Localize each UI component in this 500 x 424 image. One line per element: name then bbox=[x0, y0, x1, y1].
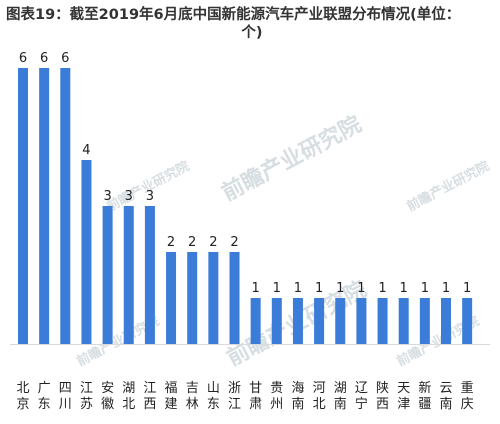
category-label: 辽宁 bbox=[355, 381, 368, 412]
value-label: 2 bbox=[188, 235, 196, 250]
value-label: 2 bbox=[167, 235, 175, 250]
category-label: 贵州 bbox=[270, 381, 283, 412]
value-label: 2 bbox=[209, 235, 217, 250]
bar-甘肃 bbox=[250, 298, 261, 344]
category-label: 湖南 bbox=[334, 381, 347, 412]
value-label: 3 bbox=[103, 189, 111, 204]
bar-吉林 bbox=[187, 252, 198, 344]
value-label: 2 bbox=[230, 235, 238, 250]
bar-贵州 bbox=[271, 298, 282, 344]
value-labels-group: 6 6 643 3 32 2 2 21 1 1 1 1 1 1 1 1 1 1 bbox=[19, 51, 471, 296]
category-label: 河北 bbox=[313, 381, 326, 412]
category-label: 云南 bbox=[439, 381, 452, 412]
category-label: 海南 bbox=[291, 381, 304, 412]
value-label: 1 bbox=[463, 281, 471, 296]
bar-湖南 bbox=[335, 298, 346, 344]
category-label: 北京 bbox=[16, 381, 29, 412]
category-label: 四川 bbox=[59, 381, 72, 412]
value-label: 6 bbox=[19, 51, 27, 66]
category-label: 安徽 bbox=[101, 381, 114, 412]
value-label: 3 bbox=[125, 189, 133, 204]
category-label: 吉林 bbox=[186, 381, 199, 412]
bar-广东 bbox=[39, 68, 50, 344]
bar-福建 bbox=[166, 252, 177, 344]
value-label: 4 bbox=[82, 143, 90, 158]
category-label: 福建 bbox=[165, 381, 178, 412]
bar-山东 bbox=[208, 252, 219, 344]
bar-陕西 bbox=[377, 298, 388, 344]
category-label: 陕西 bbox=[376, 381, 389, 412]
category-label: 天津 bbox=[397, 381, 410, 412]
value-label: 1 bbox=[315, 281, 323, 296]
value-label: 6 bbox=[40, 51, 48, 66]
category-label: 湖北 bbox=[122, 381, 135, 412]
watermark-text: 前瞻产业研究院 bbox=[218, 111, 366, 206]
category-label: 甘肃 bbox=[249, 381, 262, 412]
chart-title-line-1: 图表19：截至2019年6月底中国新能源汽车产业联盟分布情况(单位： bbox=[6, 7, 461, 23]
value-label: 1 bbox=[400, 281, 408, 296]
bar-北京 bbox=[18, 68, 28, 344]
chart-title: 图表19：截至2019年6月底中国新能源汽车产业联盟分布情况(单位： 个) bbox=[6, 6, 494, 42]
watermark-text: 前瞻产业研究院 bbox=[404, 158, 492, 215]
chart-title-text: 图表19：截至2019年6月底中国新能源汽车产业联盟分布情况(单位： 个) bbox=[6, 7, 494, 42]
bar-辽宁 bbox=[356, 298, 367, 344]
bar-江苏 bbox=[81, 160, 92, 344]
value-label: 1 bbox=[421, 281, 429, 296]
value-label: 3 bbox=[146, 189, 154, 204]
bar-新疆 bbox=[419, 298, 430, 344]
bar-海南 bbox=[292, 298, 303, 344]
bar-安徽 bbox=[102, 206, 113, 344]
value-label: 1 bbox=[336, 281, 344, 296]
chart-title-line-2: 个) bbox=[241, 25, 263, 41]
category-label: 江苏 bbox=[80, 381, 93, 412]
bar-江西 bbox=[144, 206, 155, 344]
bar-浙江 bbox=[229, 252, 240, 344]
category-labels-group: 北京广东四川江苏安徽湖北江西福建吉林山东浙江甘肃贵州海南河北湖南辽宁陕西天津新疆… bbox=[16, 380, 473, 412]
value-label: 1 bbox=[252, 281, 260, 296]
category-label: 浙江 bbox=[228, 381, 241, 412]
bar-湖北 bbox=[123, 206, 134, 344]
value-label: 1 bbox=[357, 281, 365, 296]
bar-四川 bbox=[60, 68, 71, 344]
value-label: 1 bbox=[273, 281, 281, 296]
bar-天津 bbox=[398, 298, 409, 344]
category-label: 新疆 bbox=[418, 380, 431, 412]
bar-河北 bbox=[314, 298, 325, 344]
value-label: 1 bbox=[294, 281, 302, 296]
category-label: 重庆 bbox=[461, 380, 474, 412]
category-label: 江西 bbox=[143, 381, 156, 412]
bar-云南 bbox=[441, 298, 451, 344]
value-label: 6 bbox=[61, 51, 69, 66]
bar-重庆 bbox=[462, 298, 473, 344]
category-label: 广东 bbox=[38, 381, 51, 412]
category-label: 山东 bbox=[207, 381, 220, 412]
value-label: 1 bbox=[442, 281, 450, 296]
value-label: 1 bbox=[378, 281, 386, 296]
bars-group bbox=[18, 68, 473, 344]
